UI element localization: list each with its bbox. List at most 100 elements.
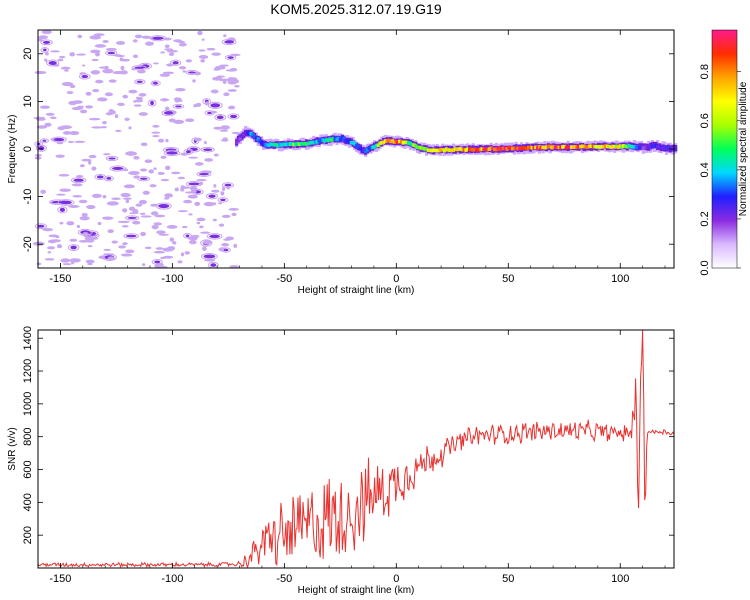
ridge-core [539, 146, 543, 150]
noise-speckle [190, 190, 197, 194]
ridge-core [249, 131, 253, 136]
noise-speckle [47, 251, 52, 254]
noise-speckle [50, 116, 57, 120]
noise-speckle-halo [149, 35, 167, 42]
noise-speckle [111, 197, 121, 201]
y-tick-label: 800 [22, 428, 34, 446]
noise-speckle [176, 40, 186, 44]
ridge-core [337, 136, 341, 141]
noise-speckle [90, 70, 101, 75]
ridge-core [346, 139, 350, 143]
noise-speckle [185, 150, 191, 154]
ridge-core [588, 144, 592, 148]
noise-speckle [148, 169, 155, 174]
ridge-core [251, 133, 255, 137]
noise-speckle [42, 40, 51, 44]
ridge-core [394, 139, 398, 144]
noise-speckle [132, 39, 138, 43]
noise-speckle [227, 89, 237, 92]
noise-speckle [195, 102, 202, 107]
noise-speckle [133, 100, 137, 103]
x-tick-label: 50 [502, 573, 514, 585]
ridge-core [611, 144, 615, 149]
ridge-core [378, 141, 382, 146]
noise-speckle [45, 112, 55, 116]
noise-speckle [138, 199, 147, 205]
noise-speckle [88, 160, 92, 165]
ridge-core [399, 139, 404, 144]
noise-speckle [42, 48, 47, 52]
noise-speckle [173, 97, 182, 101]
y-tick-label: -20 [22, 236, 34, 252]
ridge-core [442, 148, 447, 153]
ridge-core [555, 145, 559, 149]
ridge-core [561, 145, 565, 149]
noise-speckle [166, 151, 179, 155]
ridge-core [414, 144, 418, 148]
noise-speckle [204, 101, 209, 106]
ridge-core [396, 140, 400, 145]
noise-speckle [117, 102, 125, 107]
ridge-core [373, 145, 377, 149]
ridge-core [244, 130, 248, 135]
ridge-core [591, 144, 595, 149]
ridge-core [476, 148, 481, 152]
ridge-core [324, 138, 328, 142]
y-tick-label: 200 [22, 526, 34, 544]
ridge-core [287, 142, 291, 146]
ridge-core [616, 145, 620, 150]
ridge-core [516, 146, 520, 151]
noise-speckle [48, 234, 59, 238]
noise-speckle [112, 54, 122, 57]
x-tick-label: 100 [611, 273, 629, 285]
noise-speckle [197, 30, 203, 36]
ridge-core [421, 146, 425, 151]
colorbar-tick-label: 0.4 [699, 162, 711, 177]
ridge-core [632, 145, 636, 149]
ridge-core [242, 132, 246, 137]
y-tick-label: 1200 [22, 359, 34, 383]
noise-speckle [182, 70, 186, 73]
noise-speckle [151, 131, 161, 134]
noise-speckle [229, 67, 238, 71]
noise-speckle [222, 137, 228, 142]
ridge-core [503, 146, 508, 151]
noise-speckle [227, 56, 234, 59]
ridge-core [281, 142, 285, 147]
noise-speckle [213, 68, 221, 71]
noise-speckle [140, 168, 148, 172]
noise-speckle [56, 244, 63, 249]
ridge-core [575, 145, 579, 149]
noise-speckle [196, 179, 207, 182]
noise-speckle [185, 118, 195, 123]
noise-speckle [62, 263, 72, 266]
noise-speckle-halo [200, 146, 215, 153]
noise-speckle-halo [221, 38, 237, 46]
noise-speckle-halo [200, 239, 213, 247]
snr-line [37, 329, 675, 569]
noise-speckle [220, 191, 225, 196]
ridge-core [383, 139, 387, 143]
chart-title: KOM5.2025.312.07.19.G19 [270, 1, 442, 17]
ridge-core [371, 145, 375, 150]
ridge-core [274, 142, 278, 147]
ridge-core [272, 143, 276, 147]
ridge-core [532, 145, 536, 150]
ridge-core [614, 144, 619, 149]
noise-speckle-halo [40, 47, 50, 53]
noise-speckle [78, 199, 88, 204]
noise-speckle [44, 258, 55, 261]
ridge-core [674, 147, 678, 152]
ridge-core [416, 145, 420, 150]
noise-speckle [44, 122, 52, 127]
noise-speckle [120, 192, 131, 198]
noise-speckle [192, 79, 196, 83]
ridge-core [467, 147, 472, 151]
ridge-core [552, 145, 556, 149]
noise-speckle [56, 193, 66, 196]
noise-speckle [140, 215, 152, 218]
noise-speckle [210, 89, 219, 94]
ridge-core [247, 132, 251, 136]
ridge-core [387, 138, 391, 143]
noise-speckle [213, 153, 219, 157]
